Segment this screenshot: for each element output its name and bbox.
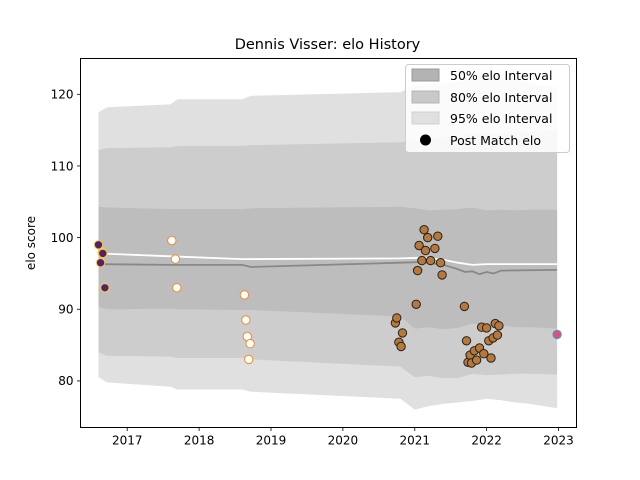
post-match-point [433, 231, 443, 241]
x-tick-label: 2023 [543, 434, 574, 448]
x-tick-label: 2021 [399, 434, 430, 448]
post-match-point [244, 354, 254, 365]
y-tick-label: 80 [58, 374, 73, 388]
legend-label-80: 80% elo Interval [450, 90, 552, 105]
post-match-point [411, 299, 421, 309]
post-match-point [425, 255, 436, 266]
y-axis: 80 90 100 110 120 [51, 88, 81, 388]
post-match-point [397, 328, 408, 338]
post-match-point [241, 315, 251, 325]
plot-frame [80, 58, 577, 428]
post-match-point [412, 265, 423, 276]
post-match-point [552, 329, 562, 340]
legend-swatch-50 [411, 68, 440, 82]
post-match-point [392, 313, 402, 323]
post-match-point [419, 225, 429, 235]
x-axis: 2017 2018 2019 2020 2021 2022 2023 [112, 427, 574, 448]
band-50 [98, 206, 558, 330]
legend-swatch-95 [411, 111, 440, 125]
chart-title: Dennis Visser: elo History [235, 37, 421, 53]
y-tick-label: 90 [58, 303, 73, 317]
y-axis-label: elo score [24, 216, 38, 270]
y-tick-label: 100 [51, 231, 74, 245]
post-match-point [172, 283, 182, 293]
post-match-point [437, 270, 447, 280]
post-match-point [100, 283, 110, 293]
legend-label-50: 50% elo Interval [450, 68, 552, 83]
post-match-point [396, 341, 406, 352]
post-match-point [245, 339, 255, 349]
post-match-point [486, 353, 496, 363]
post-match-point [423, 232, 433, 243]
legend-label-post-match: Post Match elo [450, 133, 541, 148]
x-tick-label: 2022 [471, 434, 502, 448]
interval-bands [98, 78, 558, 410]
post-match-point [98, 248, 108, 259]
plot-area [93, 78, 562, 410]
post-match-point [430, 243, 440, 254]
post-match-point [414, 240, 424, 251]
post-match-point [170, 254, 181, 264]
x-tick-label: 2020 [328, 434, 359, 448]
y-tick-label: 110 [51, 159, 74, 173]
post-match-point [479, 349, 489, 359]
post-match-point [471, 355, 482, 365]
post-match-point [461, 336, 472, 346]
post-match-point [420, 245, 431, 256]
post-match-point [492, 330, 503, 340]
post-match-point [481, 323, 492, 333]
post-match-point [95, 258, 106, 268]
trend-line-1 [98, 261, 558, 276]
post-match-point [494, 321, 504, 331]
legend-box [405, 64, 570, 153]
legend-marker-post-match [420, 134, 431, 146]
x-tick-label: 2018 [184, 434, 215, 448]
x-tick-label: 2019 [256, 434, 287, 448]
y-tick-label: 120 [51, 88, 74, 102]
post-match-point [93, 240, 104, 250]
post-match-point [435, 258, 446, 268]
post-match-point [417, 255, 427, 266]
post-match-point [459, 301, 470, 312]
post-match-point [167, 235, 177, 246]
x-tick-label: 2017 [112, 434, 143, 448]
post-match-points [93, 225, 562, 368]
legend-swatch-80 [411, 90, 440, 104]
post-match-point [239, 290, 250, 300]
legend-label-95: 95% elo Interval [450, 111, 552, 126]
legend: 50% elo Interval 80% elo Interval 95% el… [405, 64, 570, 153]
